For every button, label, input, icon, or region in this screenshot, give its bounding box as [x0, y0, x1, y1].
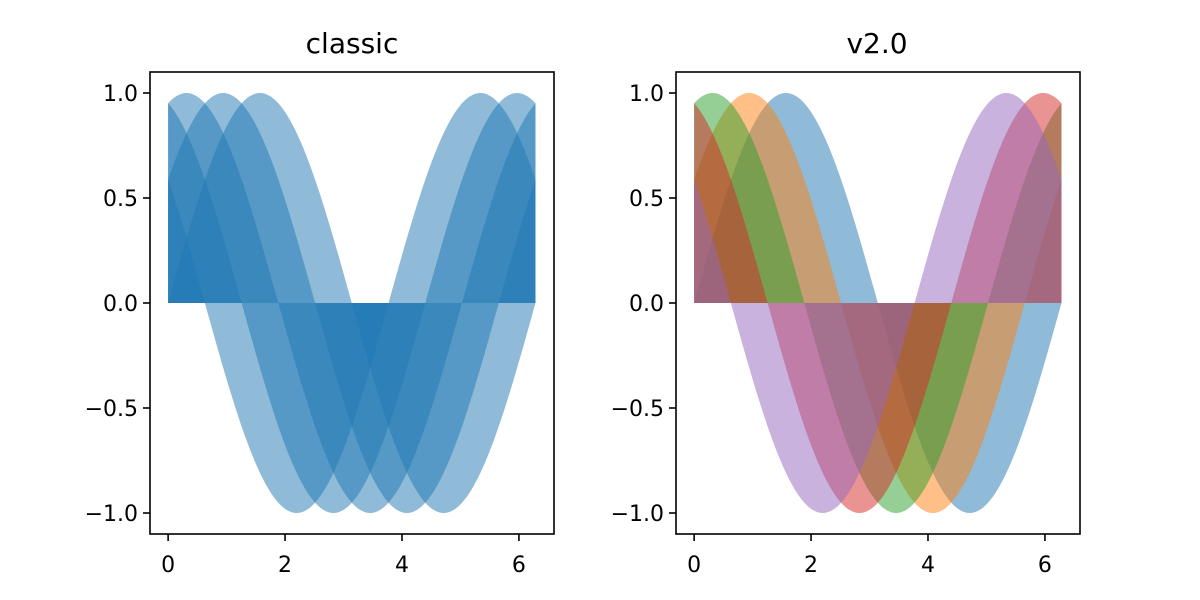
y-tick-label: −1.0 — [611, 502, 664, 527]
x-tick-label: 2 — [278, 553, 292, 578]
x-tick-label: 0 — [161, 553, 175, 578]
series-group — [694, 93, 1062, 513]
subplot-classic: classic 0 2 4 6 1.0 0.5 0.0 −0.5 −1.0 — [85, 27, 555, 578]
x-tick-label: 6 — [512, 553, 526, 578]
y-tick-label: 1.0 — [629, 82, 664, 107]
y-tick-label: 0.0 — [629, 292, 664, 317]
y-tick-label: −0.5 — [85, 397, 138, 422]
y-tick-label: 0.5 — [629, 187, 664, 212]
y-axis-ticks: 1.0 0.5 0.0 −0.5 −1.0 — [611, 82, 676, 527]
series-area-4 — [694, 93, 1062, 513]
x-tick-label: 4 — [395, 553, 409, 578]
x-axis-ticks: 0 2 4 6 — [687, 534, 1052, 578]
subplot-title-v2: v2.0 — [846, 27, 907, 60]
series-group — [168, 93, 536, 513]
x-tick-label: 0 — [687, 553, 701, 578]
subplot-v2: v2.0 0 2 4 6 1.0 0.5 0.0 −0.5 −1.0 — [611, 27, 1081, 578]
y-axis-ticks: 1.0 0.5 0.0 −0.5 −1.0 — [85, 82, 150, 527]
y-tick-label: −1.0 — [85, 502, 138, 527]
x-tick-label: 6 — [1038, 553, 1052, 578]
y-tick-label: 1.0 — [103, 82, 138, 107]
subplot-title-classic: classic — [306, 27, 399, 60]
y-tick-label: −0.5 — [611, 397, 664, 422]
y-tick-label: 0.0 — [103, 292, 138, 317]
x-tick-label: 2 — [804, 553, 818, 578]
x-tick-label: 4 — [921, 553, 935, 578]
y-tick-label: 0.5 — [103, 187, 138, 212]
x-axis-ticks: 0 2 4 6 — [161, 534, 526, 578]
series-area-4 — [168, 93, 536, 513]
